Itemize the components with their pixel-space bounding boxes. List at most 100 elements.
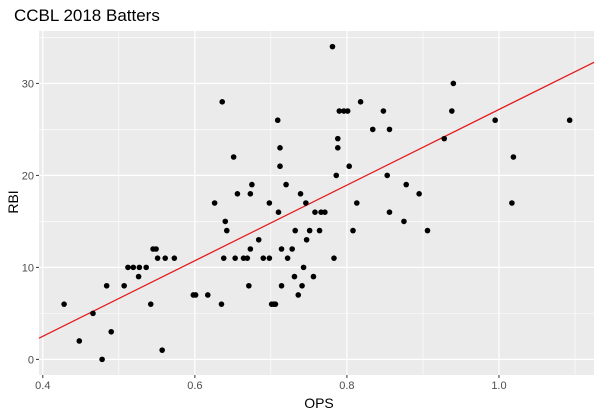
data-point	[220, 255, 227, 261]
data-point	[219, 99, 226, 105]
x-tick-label: 1.0	[491, 380, 506, 392]
data-point	[222, 218, 229, 225]
data-point	[266, 255, 273, 261]
data-point	[246, 282, 252, 289]
data-point	[424, 227, 431, 234]
data-point	[244, 255, 251, 261]
data-point	[278, 246, 285, 252]
data-point	[334, 135, 341, 142]
data-point	[143, 264, 149, 271]
data-point	[247, 246, 254, 252]
data-point	[401, 218, 407, 225]
data-point	[384, 172, 391, 179]
data-point	[275, 209, 282, 215]
data-point	[247, 191, 254, 197]
data-point	[334, 145, 341, 151]
data-point	[223, 227, 230, 234]
y-tick-label: 20	[22, 170, 34, 182]
grid-lines	[39, 31, 594, 375]
data-point	[159, 347, 165, 353]
data-point	[278, 282, 285, 289]
trend-line	[38, 61, 595, 339]
data-point	[130, 264, 137, 271]
data-point	[386, 209, 393, 215]
data-point	[76, 338, 83, 344]
data-point	[300, 264, 307, 271]
data-point	[274, 117, 281, 124]
data-point	[211, 200, 218, 206]
data-point	[306, 227, 313, 234]
data-point	[192, 292, 199, 298]
data-point	[277, 145, 283, 151]
data-point	[357, 99, 364, 105]
data-point	[284, 255, 291, 261]
data-point	[90, 310, 96, 317]
data-point	[125, 264, 131, 271]
data-point	[136, 264, 143, 271]
x-tick-label: 0.4	[35, 380, 50, 392]
data-point	[255, 236, 262, 243]
data-point	[344, 108, 351, 114]
data-point	[103, 282, 110, 289]
data-point	[331, 255, 337, 261]
y-tick-label: 30	[22, 78, 34, 90]
x-tick-label: 0.8	[339, 380, 354, 392]
data-point	[272, 301, 279, 307]
data-point	[108, 328, 115, 335]
data-point	[297, 191, 304, 197]
axis-ticks: 0.4 0.6 0.8 1.0 0 10 20 30	[22, 78, 507, 392]
data-point	[346, 163, 352, 170]
data-point	[299, 282, 305, 289]
y-tick-label: 0	[28, 354, 34, 366]
data-point	[147, 301, 154, 307]
data-point	[333, 172, 340, 179]
data-point	[416, 191, 422, 197]
chart-title: CCBL 2018 Batters	[14, 6, 160, 25]
data-point	[171, 255, 178, 261]
data-point	[403, 181, 410, 188]
data-point	[283, 181, 289, 188]
data-point	[303, 200, 309, 206]
data-points	[61, 43, 573, 363]
data-point	[510, 154, 517, 160]
data-point	[316, 227, 323, 234]
data-point	[336, 108, 343, 114]
data-point	[99, 356, 105, 363]
data-point	[162, 255, 169, 261]
data-point	[566, 117, 573, 124]
data-point	[450, 80, 457, 87]
data-point	[329, 43, 336, 50]
data-point	[369, 126, 376, 133]
data-point	[292, 227, 299, 234]
data-point	[204, 292, 211, 298]
trend-line-group	[38, 61, 595, 339]
data-point	[386, 126, 393, 133]
data-point	[218, 301, 225, 307]
data-point	[260, 255, 267, 261]
data-point	[492, 117, 498, 124]
data-point	[277, 163, 283, 170]
plot-panel	[39, 31, 594, 375]
data-point	[310, 273, 317, 280]
data-point	[266, 200, 273, 206]
x-axis-label: OPS	[304, 395, 334, 411]
data-point	[61, 301, 67, 307]
data-point	[154, 255, 161, 261]
data-point	[234, 191, 241, 197]
data-point	[121, 282, 127, 289]
data-point	[289, 246, 295, 252]
data-point	[295, 292, 302, 298]
data-point	[312, 209, 318, 215]
data-point	[322, 209, 328, 215]
data-point	[135, 273, 142, 280]
y-tick-label: 10	[22, 262, 34, 274]
data-point	[350, 227, 356, 234]
data-point	[153, 246, 159, 252]
data-point	[509, 200, 515, 206]
data-point	[291, 273, 298, 280]
x-tick-label: 0.6	[187, 380, 202, 392]
data-point	[353, 200, 360, 206]
data-point	[449, 108, 455, 114]
data-point	[441, 135, 448, 142]
